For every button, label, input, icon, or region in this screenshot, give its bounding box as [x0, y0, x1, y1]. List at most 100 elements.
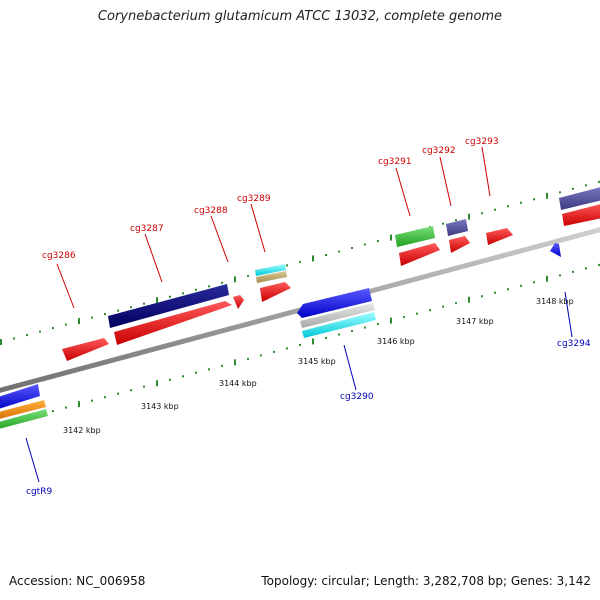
major-tick [312, 338, 314, 345]
minor-tick [195, 288, 197, 291]
minor-tick [598, 263, 600, 266]
minor-tick [325, 253, 327, 256]
minor-tick [442, 222, 444, 225]
minor-tick [247, 357, 249, 360]
minor-tick [260, 354, 262, 357]
scale-tick-label: 3147 kbp [456, 317, 494, 326]
gene-label[interactable]: cg3289 [237, 194, 271, 204]
minor-tick [91, 316, 93, 319]
minor-tick [52, 410, 54, 413]
major-tick [468, 213, 470, 220]
minor-tick [221, 364, 223, 367]
minor-tick [364, 243, 366, 246]
minor-tick [520, 201, 522, 204]
gene-label[interactable]: cg3286 [42, 251, 76, 261]
gene-labels: cg3286 cg3287 cg3288 cg3289 cg3291 cg329… [26, 137, 591, 497]
outer-tick-ring [0, 180, 600, 345]
gene-feature[interactable] [486, 228, 513, 245]
major-tick [78, 401, 80, 408]
minor-tick [247, 274, 249, 277]
major-tick [78, 318, 80, 325]
minor-tick [598, 180, 600, 183]
gene-feature[interactable] [395, 226, 435, 247]
minor-tick [494, 208, 496, 211]
gene-feature[interactable] [550, 243, 561, 257]
minor-tick [286, 264, 288, 267]
gene-label[interactable]: cg3291 [378, 157, 412, 167]
minor-tick [104, 313, 106, 316]
minor-tick [299, 343, 301, 346]
minor-tick [130, 389, 132, 392]
gene-feature[interactable] [562, 203, 600, 226]
minor-tick [455, 219, 457, 222]
gene-feature[interactable] [0, 384, 40, 410]
minor-tick [13, 337, 15, 340]
gene-feature[interactable] [446, 219, 468, 236]
gene-feature[interactable] [62, 338, 109, 361]
major-tick [234, 359, 236, 366]
gene-feature[interactable] [0, 409, 48, 430]
major-tick [234, 276, 236, 283]
minor-tick [585, 184, 587, 187]
gene-label[interactable]: cg3290 [340, 392, 374, 402]
minor-tick [572, 187, 574, 190]
minor-tick [351, 247, 353, 250]
gene-feature[interactable] [399, 243, 440, 266]
minor-tick [286, 347, 288, 350]
gene-label[interactable]: cg3288 [194, 206, 228, 216]
minor-tick [429, 309, 431, 312]
scale-tick-label: 3148 kbp [536, 297, 574, 306]
minor-tick [325, 336, 327, 339]
major-tick [468, 296, 470, 303]
minor-tick [65, 406, 67, 409]
minor-tick [143, 385, 145, 388]
reverse-genes [0, 243, 561, 430]
gene-feature[interactable] [0, 400, 46, 420]
gene-label[interactable]: cg3294 [557, 339, 591, 349]
gene-feature[interactable] [108, 284, 229, 328]
scale-tick-label: 3144 kbp [219, 379, 257, 388]
major-tick [546, 275, 548, 282]
minor-tick [377, 240, 379, 243]
gene-feature[interactable] [559, 186, 600, 210]
gene-feature[interactable] [255, 264, 286, 276]
scale-tick-label: 3143 kbp [141, 402, 179, 411]
minor-tick [65, 323, 67, 326]
gene-label[interactable]: cgtR9 [26, 487, 52, 497]
gene-feature[interactable] [233, 295, 244, 309]
map-title: Corynebacterium glutamicum ATCC 13032, c… [97, 9, 503, 24]
gene-feature[interactable] [260, 282, 291, 302]
major-tick [390, 234, 392, 241]
minor-tick [26, 334, 28, 337]
minor-tick [455, 302, 457, 305]
minor-tick [169, 378, 171, 381]
minor-tick [377, 323, 379, 326]
gene-label[interactable]: cg3292 [422, 146, 456, 156]
gene-feature[interactable] [297, 288, 372, 318]
gene-label[interactable]: cg3293 [465, 137, 499, 147]
minor-tick [338, 250, 340, 253]
minor-tick [130, 306, 132, 309]
minor-tick [559, 191, 561, 194]
major-tick [0, 339, 2, 345]
gene-feature[interactable] [114, 301, 232, 345]
gene-feature[interactable] [256, 271, 287, 283]
minor-tick [273, 350, 275, 353]
leader-lines [25, 146, 573, 483]
scale-tick-label: 3142 kbp [63, 426, 101, 435]
gene-feature[interactable] [300, 303, 375, 328]
minor-tick [208, 368, 210, 371]
minor-tick [507, 288, 509, 291]
gene-label[interactable]: cg3287 [130, 224, 164, 234]
major-tick [312, 255, 314, 262]
minor-tick [117, 309, 119, 312]
gene-feature[interactable] [302, 312, 376, 338]
minor-tick [208, 285, 210, 288]
minor-tick [442, 305, 444, 308]
accession-text: Accession: NC_006958 [9, 574, 146, 588]
gene-feature[interactable] [449, 236, 470, 253]
minor-tick [494, 291, 496, 294]
minor-tick [338, 333, 340, 336]
minor-tick [299, 260, 301, 263]
